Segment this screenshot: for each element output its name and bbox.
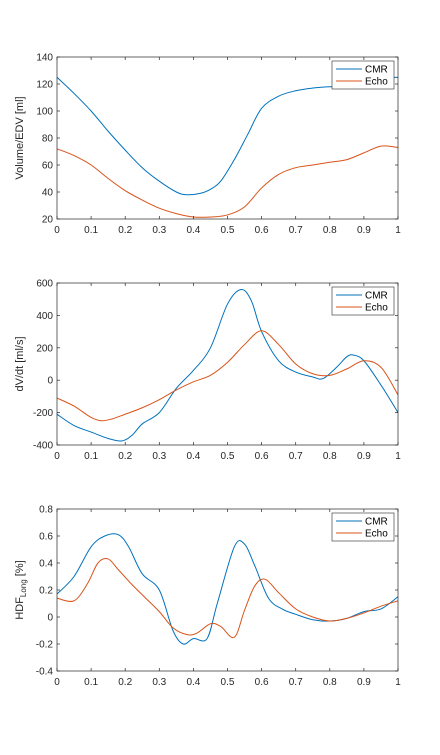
x-tick-label: 0	[54, 225, 60, 236]
x-tick-label: 1	[395, 451, 401, 462]
x-tick-label: 0.4	[186, 451, 200, 462]
x-tick-label: 0.3	[152, 677, 166, 688]
y-tick-label: 100	[36, 107, 53, 118]
y-tick-label: 0.4	[39, 559, 53, 570]
x-tick-label: 0.3	[152, 225, 166, 236]
x-tick-label: 0.5	[221, 677, 235, 688]
legend-label-cmr: CMR	[365, 291, 388, 302]
x-tick-label: 0.7	[289, 225, 303, 236]
chart-panel-3: 0 0.1 0.2 0.3 0.4 0.5 0.6 0.7 0.8 0.9 1 -0.4 -0.2 0 0.…	[14, 505, 401, 689]
x-tick-label: 0	[54, 451, 60, 462]
y-axis-label: HDFLong [%]	[14, 560, 28, 619]
x-tick-label: 0.9	[357, 677, 371, 688]
series-line-cmr	[57, 76, 398, 196]
y-tick-label: 120	[36, 80, 53, 91]
y-tick-label: 200	[36, 343, 53, 354]
x-tick-label: 0.2	[118, 225, 132, 236]
legend-label-echo: Echo	[365, 529, 388, 540]
x-tick-label: 0.5	[221, 225, 235, 236]
x-tick-label: 1	[395, 677, 401, 688]
x-tick-label: 0.8	[323, 451, 337, 462]
x-tick-label: 0.9	[357, 225, 371, 236]
x-tick-label: 0.2	[118, 677, 132, 688]
legend-label-cmr: CMR	[365, 517, 388, 528]
series-line-cmr	[57, 288, 398, 442]
y-tick-label: 140	[36, 53, 53, 64]
chart-panel-1: 0 0.1 0.2 0.3 0.4 0.5 0.6 0.7 0.8 0.9 120406080100…	[14, 53, 401, 237]
y-tick-label: 80	[42, 134, 54, 145]
y-tick-label: -200	[33, 408, 53, 419]
y-tick-label: -400	[33, 441, 53, 452]
y-tick-label: 600	[36, 279, 53, 290]
legend-box	[331, 286, 395, 316]
y-tick-label: 20	[42, 215, 54, 226]
y-tick-label: 0.2	[39, 586, 53, 597]
y-tick-label: 0	[47, 376, 53, 387]
y-tick-label: 400	[36, 311, 53, 322]
chart-panel-2: 0 0.1 0.2 0.3 0.4 0.5 0.6 0.7 0.8 0.9 1 -400 -200 0 20…	[14, 279, 401, 463]
x-tick-label: 0.1	[84, 225, 98, 236]
legend-label-echo: Echo	[365, 77, 388, 88]
x-tick-label: 0.4	[186, 225, 200, 236]
y-tick-label: 40	[42, 188, 54, 199]
x-tick-label: 0.4	[186, 677, 200, 688]
x-tick-label: 0.3	[152, 451, 166, 462]
y-axis-label: Volume/EDV [ml]	[14, 96, 26, 179]
legend-box	[331, 512, 395, 542]
y-tick-label: 0.8	[39, 505, 53, 516]
y-tick-label: -0.2	[36, 640, 54, 651]
x-tick-label: 0.8	[323, 677, 337, 688]
series-line-echo	[57, 330, 398, 422]
legend-label-cmr: CMR	[365, 65, 388, 76]
y-axis-label-main: HDF	[14, 597, 26, 620]
x-tick-label: 0.1	[84, 677, 98, 688]
y-tick-label: 0.6	[39, 532, 53, 543]
x-tick-label: 0.2	[118, 451, 132, 462]
y-tick-label: 60	[42, 161, 54, 172]
x-tick-label: 1	[395, 225, 401, 236]
y-axis-label-unit: [%]	[14, 560, 26, 579]
x-tick-label: 0.7	[289, 677, 303, 688]
series-line-cmr	[57, 533, 398, 645]
x-tick-label: 0.1	[84, 451, 98, 462]
legend-label-echo: Echo	[365, 303, 388, 314]
x-tick-label: 0.5	[221, 451, 235, 462]
x-tick-label: 0.6	[255, 451, 269, 462]
y-axis-label: dV/dt [ml/s]	[14, 336, 26, 391]
x-tick-label: 0.9	[357, 451, 371, 462]
x-tick-label: 0.6	[255, 225, 269, 236]
x-tick-label: 0.8	[323, 225, 337, 236]
y-axis-label-subscript: Long	[19, 579, 28, 597]
y-tick-label: 0	[47, 613, 53, 624]
x-tick-label: 0	[54, 677, 60, 688]
series-line-echo	[57, 558, 398, 639]
y-tick-label: -0.4	[36, 667, 54, 678]
legend-box	[331, 60, 395, 90]
x-tick-label: 0.7	[289, 451, 303, 462]
series-line-echo	[57, 145, 398, 218]
x-tick-label: 0.6	[255, 677, 269, 688]
